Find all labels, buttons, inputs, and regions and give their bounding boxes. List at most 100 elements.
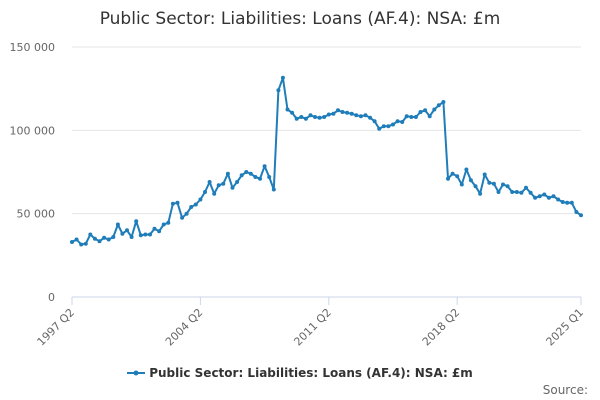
data-point xyxy=(542,192,547,197)
data-point xyxy=(505,184,510,189)
data-point xyxy=(193,202,198,207)
data-point xyxy=(248,171,253,176)
data-point xyxy=(239,173,244,178)
data-point xyxy=(533,195,538,200)
data-point xyxy=(358,114,363,119)
y-tick-label: 0 xyxy=(48,291,55,304)
data-point xyxy=(501,182,505,187)
data-point xyxy=(83,241,88,246)
data-point xyxy=(290,110,295,115)
data-point xyxy=(514,190,519,194)
data-point xyxy=(184,211,189,216)
data-point xyxy=(556,197,561,202)
data-point xyxy=(455,174,460,179)
data-point xyxy=(473,184,478,189)
data-point xyxy=(280,75,285,80)
data-point xyxy=(574,210,579,214)
data-point xyxy=(340,110,345,114)
data-point xyxy=(491,181,496,186)
y-tick-label: 100 000 xyxy=(10,124,56,137)
data-point xyxy=(138,233,143,238)
data-point xyxy=(404,114,409,119)
source-label: Source: xyxy=(542,383,588,397)
data-point xyxy=(216,183,221,188)
data-point xyxy=(528,190,533,195)
x-tick-label: 1997 Q2 xyxy=(35,306,78,349)
data-point xyxy=(267,175,272,179)
data-point xyxy=(468,178,473,183)
data-point xyxy=(487,180,492,185)
data-point xyxy=(258,176,262,181)
data-point xyxy=(166,220,171,225)
data-point xyxy=(322,115,327,119)
data-point xyxy=(482,172,487,177)
data-point xyxy=(262,164,267,169)
data-point xyxy=(225,171,230,176)
data-point xyxy=(354,113,359,118)
data-point xyxy=(143,232,148,237)
data-point xyxy=(478,191,483,196)
data-point xyxy=(92,236,97,241)
data-point xyxy=(134,219,139,224)
legend-line-marker-icon xyxy=(127,370,146,376)
series-line xyxy=(71,76,582,246)
data-point xyxy=(152,226,157,231)
data-point xyxy=(432,107,437,112)
data-point xyxy=(189,205,194,209)
data-point xyxy=(285,107,290,112)
data-point xyxy=(349,111,354,116)
data-point xyxy=(363,113,368,118)
data-point xyxy=(125,228,129,233)
data-point xyxy=(436,103,441,108)
data-point xyxy=(368,115,373,120)
y-tick-label: 150 000 xyxy=(10,41,56,54)
data-point xyxy=(115,222,120,227)
data-point xyxy=(70,240,74,244)
data-point xyxy=(446,176,450,181)
data-point xyxy=(253,175,258,179)
data-point xyxy=(299,115,304,119)
data-point xyxy=(524,185,528,190)
data-point xyxy=(161,222,166,227)
data-point xyxy=(395,119,400,124)
data-point xyxy=(579,213,583,218)
data-point xyxy=(519,190,524,195)
data-point xyxy=(221,181,226,186)
data-point xyxy=(244,170,249,174)
data-point xyxy=(294,116,299,121)
data-point xyxy=(175,200,180,205)
chart-title: Public Sector: Liabilities: Loans (AF.4)… xyxy=(99,9,501,29)
data-point xyxy=(565,200,570,205)
x-tick-label: 2025 Q1 xyxy=(544,306,587,349)
data-point xyxy=(372,119,377,124)
data-point xyxy=(198,197,203,202)
data-point xyxy=(546,195,551,200)
data-point xyxy=(129,235,134,239)
data-point xyxy=(336,108,340,113)
x-tick-label: 2004 Q2 xyxy=(163,306,206,349)
data-point xyxy=(560,200,565,204)
data-point xyxy=(148,232,152,237)
data-point xyxy=(303,116,308,121)
data-point xyxy=(386,124,391,129)
data-point xyxy=(180,215,185,220)
data-point xyxy=(427,114,432,119)
data-point xyxy=(441,100,446,104)
data-point xyxy=(212,191,217,196)
data-point xyxy=(88,232,93,237)
data-point xyxy=(551,194,556,199)
data-point xyxy=(400,120,405,124)
data-point xyxy=(308,113,313,118)
data-point xyxy=(413,115,418,119)
legend[interactable]: Public Sector: Liabilities: Loans (AF.4)… xyxy=(0,366,600,380)
data-point xyxy=(569,200,574,205)
data-point xyxy=(423,108,428,113)
data-point xyxy=(203,190,207,194)
data-point xyxy=(496,190,501,194)
data-point xyxy=(271,187,276,192)
data-point xyxy=(97,239,102,244)
y-tick-label: 50 000 xyxy=(17,208,56,221)
data-point xyxy=(418,110,423,114)
x-tick-label: 2011 Q2 xyxy=(291,306,334,349)
